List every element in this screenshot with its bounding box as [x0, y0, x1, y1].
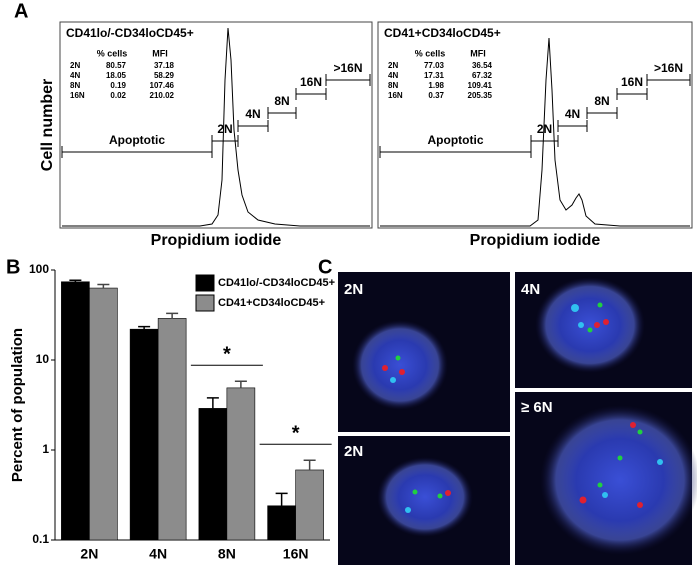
table-cell: 77.03: [424, 61, 445, 70]
table-cell: 1.98: [428, 81, 444, 90]
x-tick-label: 16N: [283, 546, 309, 562]
y-axis-label: Percent of population: [9, 328, 26, 482]
error-bar: [138, 325, 151, 330]
plot-frame: [59, 21, 373, 229]
plot-title: CD41lo/-CD34loCD45+: [66, 26, 194, 40]
significance-star: *: [292, 422, 300, 444]
legend-swatch: [195, 274, 215, 292]
error-bar: [303, 459, 316, 470]
table-cell: 8N: [70, 81, 80, 90]
panel-label: A: [14, 0, 28, 22]
gate-label: 4N: [245, 107, 260, 121]
gate-label: Apoptotic: [109, 133, 165, 147]
panel-label: C: [318, 256, 332, 278]
legend-label: CD41lo/-CD34loCD45+: [218, 277, 335, 289]
table-cell: 210.02: [150, 91, 175, 100]
error-bar: [97, 283, 110, 289]
table-cell: 37.18: [154, 61, 175, 70]
gate-label: 8N: [274, 94, 289, 108]
table-cell: 67.32: [472, 71, 493, 80]
table-cell: 0.02: [110, 91, 126, 100]
histogram-curve: [380, 37, 690, 227]
x-axis-label: Propidium iodide: [470, 232, 601, 249]
table-cell: 80.57: [106, 61, 127, 70]
table-cell: 8N: [388, 81, 398, 90]
bar: [198, 408, 228, 541]
error-bar: [166, 312, 179, 319]
x-tick-label: 2N: [80, 546, 98, 562]
table-cell: 18.05: [106, 71, 127, 80]
x-tick-label: 4N: [149, 546, 167, 562]
bar: [129, 328, 159, 541]
histogram-curve: [62, 27, 370, 227]
y-tick-label: 1: [42, 442, 49, 456]
gate-label: Apoptotic: [428, 133, 484, 147]
error-bar: [275, 492, 288, 506]
gate-label: >16N: [333, 61, 362, 75]
y-axis-label: Cell number: [39, 79, 56, 171]
bar: [157, 318, 187, 541]
table-cell: 16N: [70, 91, 85, 100]
panel-label: B: [6, 256, 20, 278]
table-header: MFI: [152, 48, 168, 58]
bar: [267, 505, 296, 541]
gate-label: 16N: [621, 75, 643, 89]
table-cell: 205.35: [468, 91, 493, 100]
plot-title: CD41+CD34loCD45+: [384, 26, 501, 40]
y-tick-label: 10: [36, 352, 50, 366]
legend-label: CD41+CD34loCD45+: [218, 297, 325, 309]
significance-star: *: [223, 344, 231, 366]
legend-swatch: [195, 294, 215, 312]
table-header: MFI: [470, 48, 486, 58]
x-axis-label: Propidium iodide: [151, 232, 282, 249]
table-header: % cells: [97, 48, 128, 58]
bar: [295, 469, 324, 541]
y-tick-label: 100: [29, 262, 49, 276]
gate-label: >16N: [654, 61, 683, 75]
table-cell: 0.19: [110, 81, 126, 90]
image-label: 2N: [344, 281, 363, 298]
table-cell: 109.41: [468, 81, 493, 90]
gate-label: 2N: [217, 122, 232, 136]
table-cell: 107.46: [150, 81, 175, 90]
table-cell: 2N: [70, 61, 80, 70]
error-bar: [206, 397, 219, 409]
table-cell: 2N: [388, 61, 398, 70]
image-label: 4N: [521, 281, 540, 298]
image-label: ≥ 6N: [521, 399, 553, 416]
table-cell: 36.54: [472, 61, 493, 70]
image-label: 2N: [344, 443, 363, 460]
table-cell: 17.31: [424, 71, 445, 80]
table-cell: 0.37: [428, 91, 444, 100]
table-header: % cells: [415, 48, 446, 58]
gate-label: 4N: [565, 107, 580, 121]
table-cell: 4N: [388, 71, 398, 80]
gate-label: 16N: [300, 75, 322, 89]
table-cell: 4N: [70, 71, 80, 80]
bar: [61, 281, 90, 541]
x-tick-label: 8N: [218, 546, 236, 562]
plot-frame: [377, 21, 693, 229]
gate-label: 2N: [537, 122, 552, 136]
y-tick-label: 0.1: [32, 532, 49, 546]
table-cell: 58.29: [154, 71, 175, 80]
gate-label: 8N: [594, 94, 609, 108]
micrograph: [338, 272, 697, 565]
error-bar: [69, 279, 82, 282]
error-bar: [234, 380, 247, 388]
table-cell: 16N: [388, 91, 403, 100]
bar: [89, 287, 118, 541]
bar: [226, 387, 256, 541]
